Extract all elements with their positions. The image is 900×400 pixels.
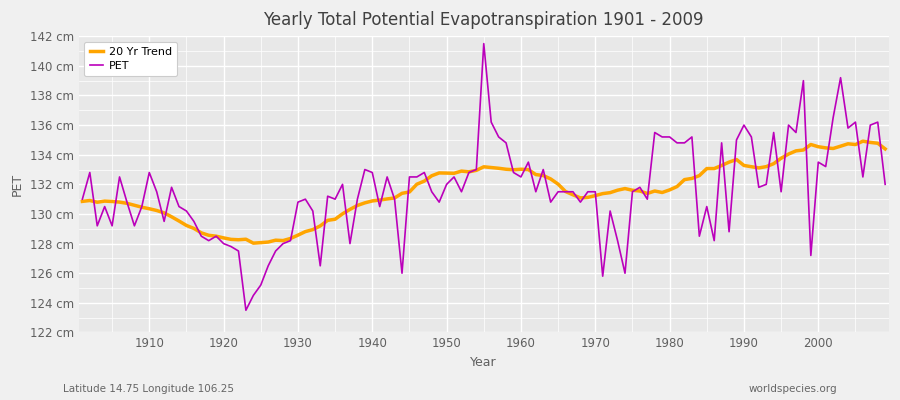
20 Yr Trend — [858, 139, 868, 144]
PET — [308, 209, 319, 214]
PET — [352, 197, 363, 202]
Text: worldspecies.org: worldspecies.org — [749, 384, 837, 394]
20 Yr Trend — [248, 241, 258, 246]
20 Yr Trend — [137, 205, 148, 210]
X-axis label: Year: Year — [471, 356, 497, 369]
Line: PET: PET — [83, 44, 886, 310]
20 Yr Trend — [308, 227, 319, 232]
Y-axis label: PET: PET — [11, 173, 24, 196]
PET — [240, 308, 251, 313]
Line: 20 Yr Trend: 20 Yr Trend — [83, 141, 886, 243]
20 Yr Trend — [523, 167, 534, 172]
20 Yr Trend — [516, 167, 526, 172]
20 Yr Trend — [880, 146, 891, 151]
20 Yr Trend — [612, 188, 623, 192]
20 Yr Trend — [352, 203, 363, 208]
PET — [137, 204, 148, 209]
PET — [880, 182, 891, 187]
PET — [619, 271, 630, 276]
PET — [530, 189, 541, 194]
Legend: 20 Yr Trend, PET: 20 Yr Trend, PET — [85, 42, 177, 76]
20 Yr Trend — [77, 199, 88, 204]
Text: Latitude 14.75 Longitude 106.25: Latitude 14.75 Longitude 106.25 — [63, 384, 234, 394]
Title: Yearly Total Potential Evapotranspiration 1901 - 2009: Yearly Total Potential Evapotranspiratio… — [264, 11, 704, 29]
PET — [77, 197, 88, 202]
PET — [523, 160, 534, 164]
PET — [479, 41, 490, 46]
